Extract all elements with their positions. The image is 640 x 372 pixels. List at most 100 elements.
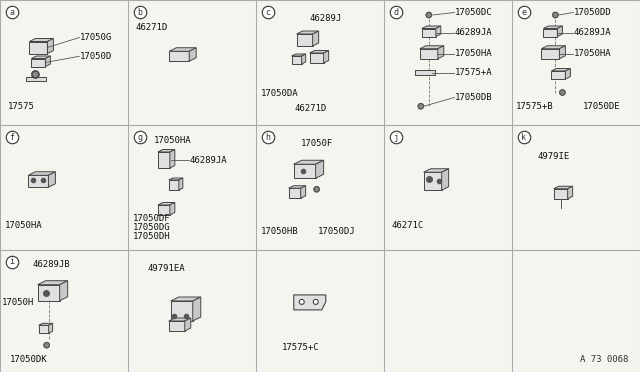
Polygon shape <box>541 49 559 59</box>
Circle shape <box>315 188 318 191</box>
Text: 46289JA: 46289JA <box>573 28 611 37</box>
Polygon shape <box>170 202 175 215</box>
Circle shape <box>559 90 565 96</box>
Text: 17050G: 17050G <box>79 33 111 42</box>
Circle shape <box>554 13 557 16</box>
Text: c: c <box>266 7 271 16</box>
Polygon shape <box>31 58 45 67</box>
Text: 4979IE: 4979IE <box>538 152 570 161</box>
Polygon shape <box>26 77 47 80</box>
Circle shape <box>426 12 432 18</box>
Text: 17050DH: 17050DH <box>133 232 171 241</box>
Text: 17575: 17575 <box>8 102 35 111</box>
Polygon shape <box>292 54 306 56</box>
Polygon shape <box>169 178 183 180</box>
Polygon shape <box>422 29 436 36</box>
Polygon shape <box>554 186 573 189</box>
Polygon shape <box>170 150 175 168</box>
Polygon shape <box>415 70 435 75</box>
Text: i: i <box>10 257 15 266</box>
Circle shape <box>419 105 422 108</box>
Text: a: a <box>10 7 15 16</box>
Text: b: b <box>138 7 143 16</box>
Polygon shape <box>158 152 170 168</box>
Polygon shape <box>310 53 324 63</box>
Text: 46289JA: 46289JA <box>454 28 492 37</box>
Polygon shape <box>422 26 441 29</box>
Polygon shape <box>557 26 563 36</box>
Polygon shape <box>552 71 565 79</box>
Polygon shape <box>310 51 329 53</box>
Polygon shape <box>554 189 568 199</box>
Text: 49791EA: 49791EA <box>147 264 185 273</box>
Polygon shape <box>169 321 185 331</box>
Polygon shape <box>49 172 56 187</box>
Text: 17050DE: 17050DE <box>582 102 620 111</box>
Polygon shape <box>301 186 306 198</box>
Polygon shape <box>38 323 52 325</box>
Polygon shape <box>420 49 438 59</box>
Polygon shape <box>169 48 196 51</box>
Text: 17575+A: 17575+A <box>454 68 492 77</box>
Circle shape <box>418 103 424 109</box>
Circle shape <box>313 299 318 304</box>
Polygon shape <box>294 160 324 164</box>
Text: 17050DC: 17050DC <box>454 8 492 17</box>
Polygon shape <box>565 68 570 79</box>
Text: 17050DJ: 17050DJ <box>317 227 355 236</box>
Circle shape <box>314 186 319 192</box>
Polygon shape <box>47 38 53 54</box>
Polygon shape <box>158 205 170 215</box>
Polygon shape <box>289 188 301 198</box>
Polygon shape <box>28 172 56 175</box>
Polygon shape <box>29 38 53 42</box>
Text: 17050DA: 17050DA <box>261 89 299 98</box>
Text: 17050H: 17050H <box>2 298 35 307</box>
Polygon shape <box>296 31 319 34</box>
Polygon shape <box>292 56 301 64</box>
Text: 46289J: 46289J <box>310 14 342 23</box>
Polygon shape <box>436 26 441 36</box>
Text: j: j <box>394 132 399 141</box>
Circle shape <box>428 13 430 16</box>
Polygon shape <box>169 180 179 190</box>
Circle shape <box>45 344 48 347</box>
Text: 46271D: 46271D <box>136 23 168 32</box>
Polygon shape <box>179 178 183 190</box>
Polygon shape <box>294 295 326 310</box>
Text: 46289JB: 46289JB <box>32 260 70 269</box>
Text: 46271D: 46271D <box>294 104 326 113</box>
Polygon shape <box>301 54 306 64</box>
Polygon shape <box>169 51 189 61</box>
Polygon shape <box>424 169 449 172</box>
Text: d: d <box>394 7 399 16</box>
Text: 17575+C: 17575+C <box>282 343 319 352</box>
Polygon shape <box>543 29 557 36</box>
Circle shape <box>561 91 564 94</box>
Circle shape <box>552 12 558 18</box>
Text: 17050DK: 17050DK <box>10 355 47 364</box>
Polygon shape <box>316 160 324 178</box>
Circle shape <box>31 71 40 78</box>
Text: k: k <box>522 132 527 141</box>
Text: e: e <box>522 7 527 16</box>
Polygon shape <box>38 281 68 285</box>
Polygon shape <box>171 297 201 301</box>
Polygon shape <box>296 34 312 46</box>
Polygon shape <box>289 186 306 188</box>
Polygon shape <box>158 150 175 152</box>
Text: 17050HA: 17050HA <box>573 49 611 58</box>
Text: 46289JA: 46289JA <box>189 155 227 164</box>
Polygon shape <box>171 301 193 321</box>
Polygon shape <box>568 186 573 199</box>
Polygon shape <box>424 172 442 190</box>
Text: 17575+B: 17575+B <box>516 102 554 111</box>
Polygon shape <box>559 46 565 59</box>
Text: 17050F: 17050F <box>301 139 333 148</box>
Polygon shape <box>312 31 319 46</box>
Polygon shape <box>29 42 47 54</box>
Text: 17050HB: 17050HB <box>261 227 299 236</box>
Text: 17050HA: 17050HA <box>454 49 492 58</box>
Polygon shape <box>60 281 68 301</box>
Text: A 73 0068: A 73 0068 <box>580 355 628 364</box>
